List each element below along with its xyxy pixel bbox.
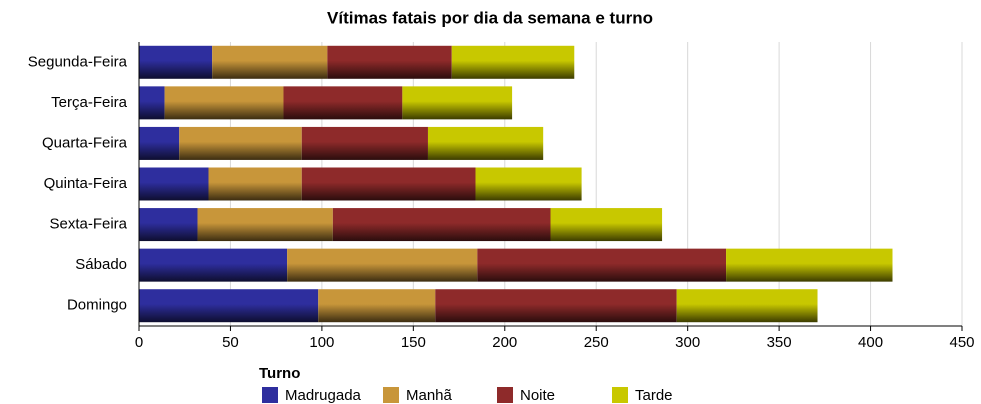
x-tick-label: 50 — [222, 334, 239, 351]
x-tick-label: 150 — [401, 334, 426, 351]
bar-segment — [139, 248, 288, 282]
x-tick-label: 450 — [949, 334, 974, 351]
y-tick-label: Segunda-Feira — [28, 53, 128, 70]
legend-title: Turno — [259, 365, 300, 382]
bar-segment — [477, 248, 727, 282]
legend-swatch — [612, 387, 628, 403]
x-tick-label: 200 — [492, 334, 517, 351]
x-tick-label: 0 — [135, 334, 143, 351]
bar-segment — [427, 126, 544, 160]
legend-label: Manhã — [406, 387, 453, 404]
y-tick-label: Domingo — [67, 297, 127, 314]
legend-swatch — [497, 387, 513, 403]
bar-segment — [327, 45, 452, 79]
bar-segment — [301, 126, 428, 160]
bar-segment — [676, 289, 818, 323]
bar-segment — [475, 167, 582, 201]
bar-segment — [332, 208, 551, 242]
bar-segment — [179, 126, 302, 160]
bar-segment — [283, 86, 403, 120]
bar-segment — [139, 208, 198, 242]
y-tick-label: Quarta-Feira — [42, 134, 128, 151]
bar-segment — [726, 248, 893, 282]
y-tick-label: Sexta-Feira — [49, 216, 127, 233]
legend-swatch — [262, 387, 278, 403]
bar-segment — [301, 167, 476, 201]
bar-segment — [318, 289, 436, 323]
bar-segment — [139, 126, 180, 160]
x-tick-label: 400 — [858, 334, 883, 351]
bar-segment — [435, 289, 677, 323]
y-tick-label: Sábado — [75, 256, 127, 273]
bar-segment — [139, 86, 165, 120]
legend-label: Madrugada — [285, 387, 362, 404]
bar-segment — [139, 289, 319, 323]
bar-segment — [212, 45, 328, 79]
bar-segment — [139, 45, 213, 79]
legend-label: Tarde — [635, 387, 673, 404]
bar-segment — [139, 167, 209, 201]
bar-segment — [550, 208, 663, 242]
x-tick-label: 250 — [584, 334, 609, 351]
x-tick-label: 100 — [309, 334, 334, 351]
bar-segment — [451, 45, 575, 79]
y-tick-label: Quinta-Feira — [44, 175, 128, 192]
bar-segment — [164, 86, 284, 120]
legend-swatch — [383, 387, 399, 403]
bar-segment — [402, 86, 513, 120]
bar-segment — [287, 248, 478, 282]
bar-segment — [197, 208, 333, 242]
chart-title: Vítimas fatais por dia da semana e turno — [327, 8, 653, 27]
legend-label: Noite — [520, 387, 555, 404]
x-tick-label: 350 — [767, 334, 792, 351]
x-tick-label: 300 — [675, 334, 700, 351]
bar-segment — [208, 167, 302, 201]
y-tick-label: Terça-Feira — [51, 94, 128, 111]
